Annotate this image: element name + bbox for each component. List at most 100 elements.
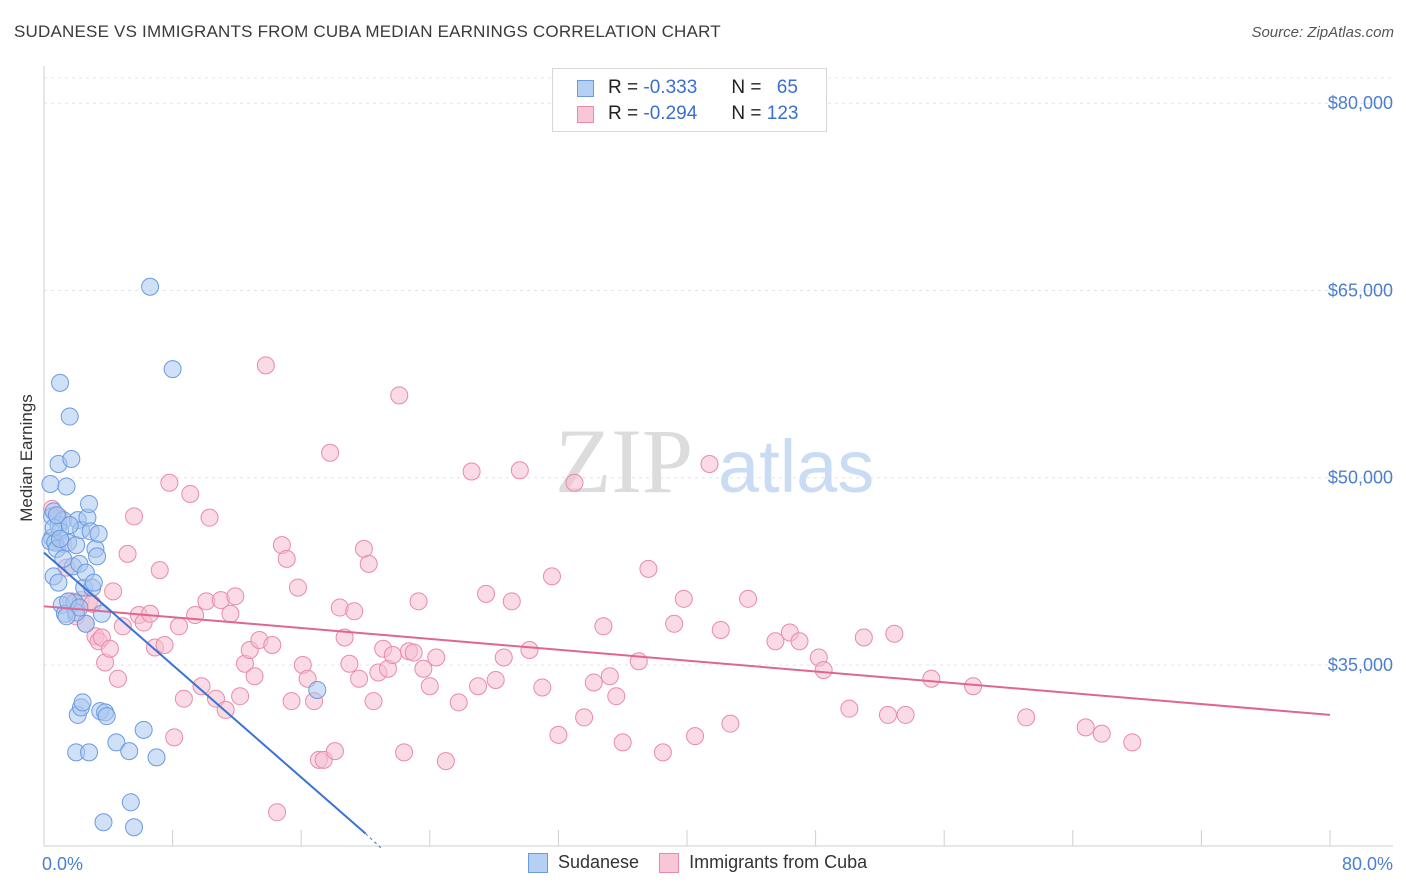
cuba-point xyxy=(359,554,378,573)
cuba-point xyxy=(469,677,488,696)
cuba-point xyxy=(721,714,740,733)
cuba-point xyxy=(395,743,414,762)
cuba-point xyxy=(766,632,785,651)
cuba-point xyxy=(665,614,684,633)
series-cuba-points xyxy=(43,356,1142,822)
cuba-point xyxy=(711,621,730,640)
cuba-point xyxy=(494,648,513,667)
gridlines xyxy=(44,77,1393,666)
source-label: Source: ZipAtlas.com xyxy=(1251,24,1394,41)
legend-item-cuba[interactable]: Immigrants from Cuba xyxy=(659,852,867,873)
legend-row-cuba: R = -0.294 N = 123 xyxy=(577,102,798,126)
cuba-point xyxy=(200,508,219,527)
cuba-point xyxy=(565,473,584,492)
sudanese-trend-line xyxy=(43,551,367,835)
sudanese-point xyxy=(89,524,108,543)
cuba-point xyxy=(354,539,373,558)
cuba-point xyxy=(1076,718,1095,737)
cuba-point xyxy=(150,561,169,580)
y-axis-title: Median Earnings xyxy=(17,394,36,522)
sudanese-point xyxy=(67,536,86,555)
cuba-point xyxy=(113,617,132,636)
legend-n-value: 123 xyxy=(766,103,799,124)
x-tick-label-max: 80.0% xyxy=(1342,854,1393,874)
sudanese-point xyxy=(107,733,126,752)
cuba-point xyxy=(383,645,402,664)
cuba-point xyxy=(345,602,364,621)
cuba-point xyxy=(364,692,383,711)
sudanese-point xyxy=(51,529,70,548)
legend-n-value: 65 xyxy=(776,77,798,98)
cuba-point xyxy=(192,677,211,696)
legend-n-label: N = xyxy=(731,77,762,98)
sudanese-point xyxy=(80,743,99,762)
chart-title: SUDANESE VS IMMIGRANTS FROM CUBA MEDIAN … xyxy=(14,22,721,41)
cuba-point xyxy=(840,699,859,718)
legend-swatch-cuba xyxy=(577,105,594,123)
sudanese-point xyxy=(88,547,107,566)
cuba-point xyxy=(674,589,693,608)
cuba-point xyxy=(277,549,296,568)
cuba-point xyxy=(653,743,672,762)
cuba-point xyxy=(118,544,137,563)
cuba-point xyxy=(502,592,521,611)
sudanese-trend-extension xyxy=(365,833,382,849)
cuba-point xyxy=(878,705,897,724)
cuba-point xyxy=(1092,724,1111,743)
sudanese-point xyxy=(120,742,139,761)
cuba-point xyxy=(104,582,123,601)
y-tick-labels: $35,000 $50,000 $65,000 $80,000 xyxy=(1328,93,1393,675)
cuba-point xyxy=(885,624,904,643)
cuba-point xyxy=(125,507,144,526)
cuba-point xyxy=(510,461,529,480)
x-tick-label-min: 0.0% xyxy=(42,854,83,874)
cuba-point xyxy=(896,705,915,724)
cuba-point xyxy=(340,654,359,673)
cuba-point xyxy=(686,727,705,746)
sudanese-point xyxy=(62,450,81,468)
cuba-point xyxy=(790,632,809,651)
series-sudanese-points xyxy=(41,277,327,837)
sudanese-point xyxy=(121,793,140,812)
sudanese-point xyxy=(92,604,111,623)
cuba-trend-line xyxy=(43,605,1331,716)
legend-r-label: R = xyxy=(608,77,639,98)
cuba-point xyxy=(404,643,423,662)
cuba-point xyxy=(1123,733,1142,752)
legend-r-label: R = xyxy=(608,103,639,124)
watermark: ZIP atlas xyxy=(555,410,874,512)
cuba-point xyxy=(600,667,619,686)
cuba-point xyxy=(922,669,941,688)
legend-row-sudanese: R = -0.333 N = 65 xyxy=(577,76,798,100)
sudanese-point xyxy=(80,494,99,513)
sudanese-point xyxy=(84,573,103,592)
sudanese-point xyxy=(49,573,68,592)
sudanese-point xyxy=(51,373,70,392)
legend-swatch-sudanese xyxy=(577,79,594,97)
cuba-point xyxy=(221,604,240,623)
legend-n-label: N = xyxy=(731,103,762,124)
sudanese-point xyxy=(134,720,153,739)
sudanese-point xyxy=(60,516,79,535)
legend-item-sudanese[interactable]: Sudanese xyxy=(528,852,639,873)
sudanese-point xyxy=(70,598,89,617)
sudanese-point xyxy=(94,813,113,832)
cuba-point xyxy=(449,693,468,712)
cuba-point xyxy=(245,667,264,686)
cuba-point xyxy=(288,578,307,597)
cuba-point xyxy=(639,559,658,578)
legend-swatch-sudanese xyxy=(528,852,548,873)
correlation-legend: R = -0.333 N = 65 R = -0.294 N = 123 xyxy=(552,68,827,132)
cuba-point xyxy=(533,678,552,697)
sudanese-point xyxy=(54,549,73,568)
legend-r-value: -0.333 xyxy=(643,77,698,98)
cuba-point xyxy=(263,636,282,655)
cuba-point xyxy=(436,752,455,771)
watermark-zip: ZIP xyxy=(555,410,693,512)
axes xyxy=(43,66,1393,847)
sudanese-point xyxy=(60,407,79,426)
y-tick-label: $65,000 xyxy=(1328,280,1393,300)
sudanese-point xyxy=(47,506,66,525)
cuba-point xyxy=(226,587,245,606)
